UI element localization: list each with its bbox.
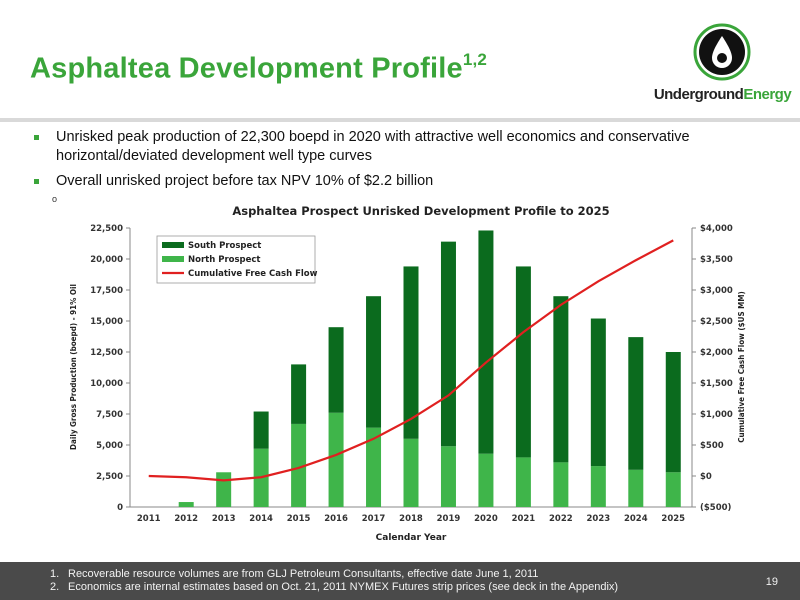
- bar-south-prospect: [440, 241, 456, 447]
- y-tick-label: 15,000: [90, 317, 123, 327]
- bullet-list: Unrisked peak production of 22,300 boepd…: [34, 128, 774, 197]
- y2-tick-label: $500: [700, 441, 724, 451]
- bar-south-prospect: [291, 364, 307, 424]
- x-tick-label: 2022: [549, 514, 573, 524]
- x-tick-label: 2015: [287, 514, 311, 524]
- legend-label: Cumulative Free Cash Flow: [188, 269, 318, 279]
- y2-tick-label: $2,500: [700, 317, 733, 327]
- legend-label: North Prospect: [188, 255, 261, 265]
- y-tick-label: 17,500: [90, 286, 123, 296]
- bar-north-prospect: [328, 412, 344, 507]
- header-divider: [0, 118, 800, 122]
- x-tick-label: 2019: [437, 514, 461, 524]
- y-tick-label: 22,500: [90, 224, 123, 234]
- footnote-2: 2. Economics are internal estimates based…: [50, 581, 619, 593]
- x-tick-label: 2020: [474, 514, 498, 524]
- x-tick-label: 2023: [586, 514, 610, 524]
- cash-flow-line: [148, 239, 674, 482]
- x-tick-label: 2011: [137, 514, 161, 524]
- y2-tick-label: $1,500: [700, 379, 733, 389]
- bar-south-prospect: [478, 230, 494, 454]
- x-tick-label: 2012: [174, 514, 198, 524]
- y2-tick-label: $3,000: [700, 286, 733, 296]
- bar-south-prospect: [366, 296, 382, 428]
- x-tick-label: 2014: [249, 514, 273, 524]
- bullet-item: Unrisked peak production of 22,300 boepd…: [34, 128, 774, 166]
- bar-south-prospect: [328, 327, 344, 413]
- y-tick-label: 10,000: [90, 379, 123, 389]
- footnote-1: 1. Recoverable resource volumes are from …: [50, 568, 539, 580]
- page-number: 19: [765, 576, 778, 588]
- bar-south-prospect: [628, 337, 644, 470]
- x-tick-label: 2018: [399, 514, 423, 524]
- y2-tick-label: ($500): [700, 503, 732, 513]
- stray-mark: o: [52, 194, 58, 204]
- bar-south-prospect: [515, 266, 531, 458]
- bar-north-prospect: [440, 446, 456, 507]
- y-tick-label: 5,000: [96, 441, 123, 451]
- x-tick-label: 2021: [512, 514, 536, 524]
- bar-north-prospect: [478, 453, 494, 507]
- y-axis-label: Daily Gross Production (boepd) - 91% Oil: [69, 284, 78, 450]
- bar-north-prospect: [366, 427, 382, 507]
- logo-wordmark: UndergroundEnergy: [653, 86, 792, 103]
- y2-axis-label: Cumulative Free Cash Flow ($US MM): [737, 291, 746, 443]
- bar-north-prospect: [665, 472, 681, 507]
- bar-north-prospect: [216, 472, 232, 507]
- y-tick-label: 20,000: [90, 255, 123, 265]
- chart-title: Asphaltea Prospect Unrisked Development …: [232, 204, 609, 218]
- bar-north-prospect: [553, 462, 569, 507]
- x-tick-label: 2016: [324, 514, 348, 524]
- x-tick-label: 2024: [624, 514, 648, 524]
- x-tick-label: 2025: [661, 514, 685, 524]
- y2-tick-label: $4,000: [700, 224, 733, 234]
- bar-south-prospect: [553, 296, 569, 463]
- bar-north-prospect: [515, 457, 531, 507]
- bar-south-prospect: [403, 266, 419, 439]
- legend-swatch-north-prospect: [162, 256, 184, 262]
- logo-icon: [693, 23, 751, 81]
- bar-south-prospect: [665, 352, 681, 473]
- y-tick-label: 2,500: [96, 472, 123, 482]
- x-tick-label: 2013: [212, 514, 236, 524]
- legend-swatch-south-prospect: [162, 242, 184, 248]
- legend-label: South Prospect: [188, 241, 261, 251]
- bar-north-prospect: [628, 469, 644, 507]
- x-axis-label: Calendar Year: [376, 533, 447, 543]
- bar-north-prospect: [590, 466, 606, 507]
- y-tick-label: 12,500: [90, 348, 123, 358]
- slide-title: Asphaltea Development Profile1,2: [30, 50, 488, 85]
- company-logo: UndergroundEnergy: [650, 18, 795, 108]
- production-chart: Asphaltea Prospect Unrisked Development …: [69, 204, 746, 543]
- title-superscript: 1,2: [462, 50, 488, 69]
- y-tick-label: 7,500: [96, 410, 123, 420]
- bar-south-prospect: [590, 318, 606, 467]
- bullet-square-icon: [34, 135, 39, 140]
- bar-south-prospect: [253, 411, 269, 449]
- bar-north-prospect: [403, 438, 419, 507]
- bar-north-prospect: [291, 423, 307, 507]
- y-tick-label: 0: [117, 503, 123, 513]
- y2-tick-label: $2,000: [700, 348, 733, 358]
- y2-tick-label: $1,000: [700, 410, 733, 420]
- y2-tick-label: $0: [700, 472, 712, 482]
- footer: 1. Recoverable resource volumes are from …: [0, 562, 800, 600]
- bullet-item: Overall unrisked project before tax NPV …: [34, 172, 774, 191]
- y2-tick-label: $3,500: [700, 255, 733, 265]
- bullet-square-icon: [34, 179, 39, 184]
- bar-north-prospect: [178, 502, 194, 507]
- x-tick-label: 2017: [362, 514, 386, 524]
